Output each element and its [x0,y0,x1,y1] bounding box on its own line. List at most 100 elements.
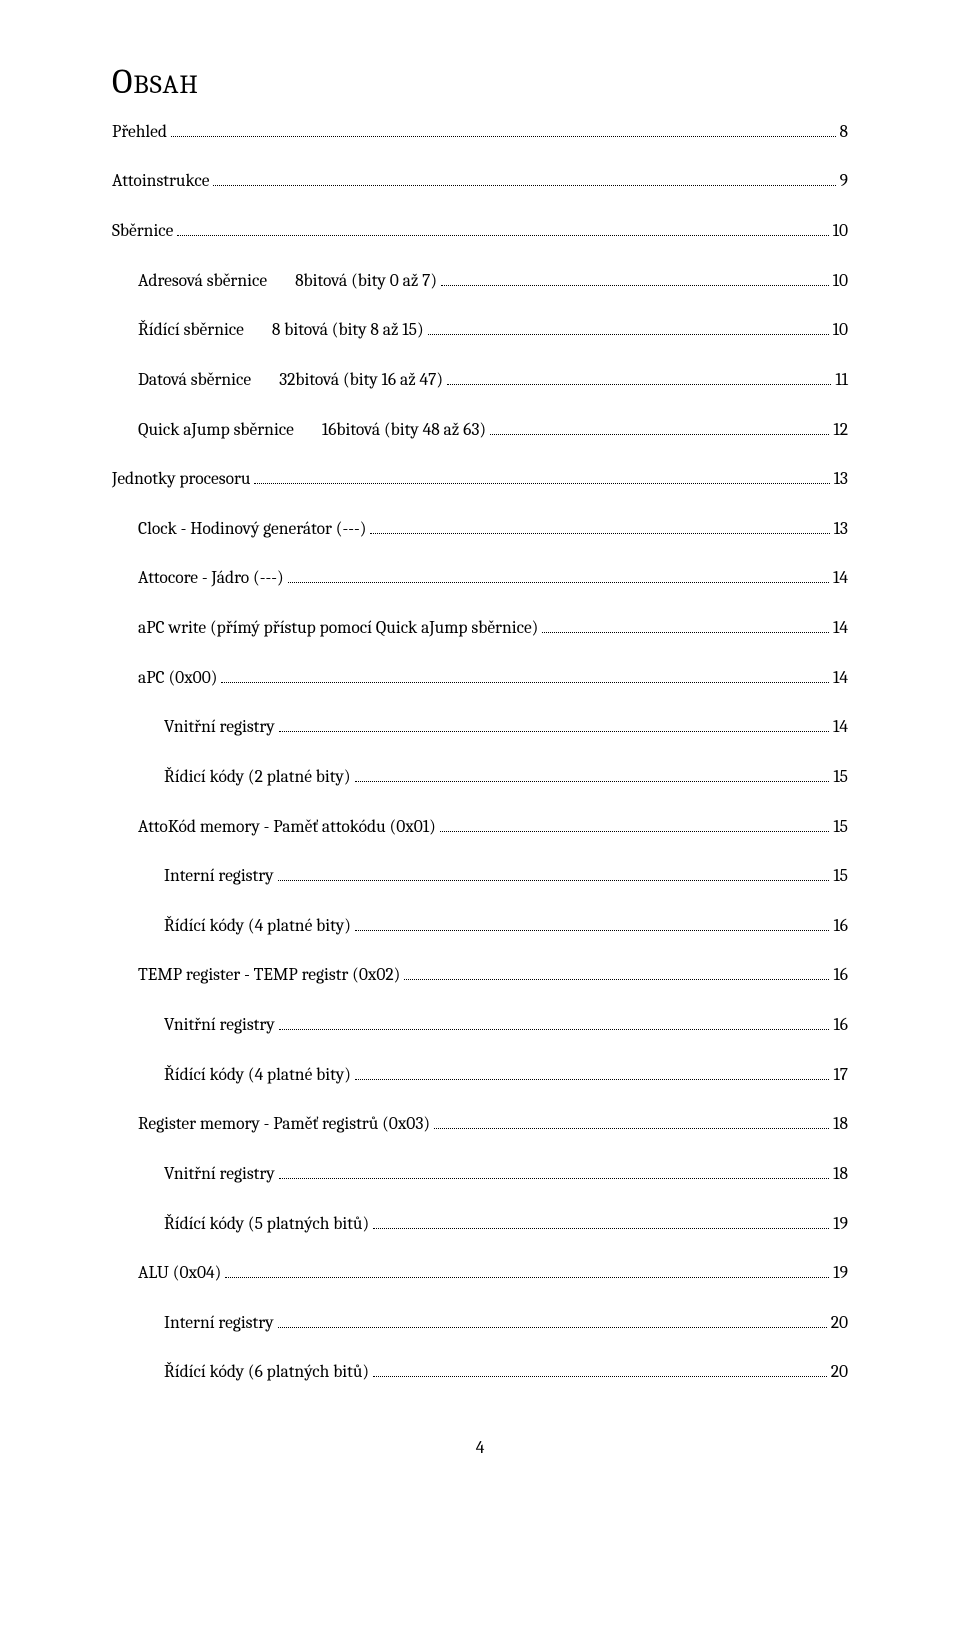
toc-page: 14 [833,668,848,690]
toc-leader [278,864,830,881]
toc-page: 8 [840,122,849,144]
toc-leader [288,567,829,584]
toc-leader [278,1311,827,1328]
toc-entry: ALU (0x04)19 [138,1261,848,1285]
toc-label: Řídící kódy (4 platné bity) [164,916,351,938]
toc-page: 10 [833,221,848,243]
toc-page: 18 [833,1164,848,1186]
toc-entry: AttoKód memory - Paměť attokódu (0x01) 15 [138,815,848,839]
toc-leader [441,269,829,286]
toc-entry: aPC write (přímý přístup pomocí Quick aJ… [138,616,848,640]
toc-label: Řídící kódy (5 platných bitů) [164,1214,369,1236]
toc-entry: Register memory - Paměť registrů (0x03) 1… [138,1113,848,1137]
toc-entry: Přehled 8 [112,120,848,144]
toc-leader [355,765,830,782]
page-number-footer: 4 [112,1438,848,1458]
toc-page: 10 [833,271,848,293]
toc-leader [373,1212,829,1229]
toc-label: ALU (0x04) [138,1263,221,1285]
toc-leader [279,1162,829,1179]
toc-leader [373,1361,827,1378]
toc-page: 14 [833,717,848,739]
toc-entry: Vnitřní registry 16 [164,1013,848,1037]
toc-leader [177,219,828,236]
toc-leader [404,964,829,981]
toc-leader [221,666,829,683]
toc-page: 10 [833,320,848,342]
page-title: OBSAH [112,62,848,102]
toc-label: Vnitřní registry [164,1164,275,1186]
toc-entry: Řídící sběrnice 8 bitová (bity 8 až 15) 10 [138,319,848,343]
toc-entry: Řídící kódy (5 platných bitů) 19 [164,1212,848,1236]
toc-leader [355,914,830,931]
toc-entry: Vnitřní registry 14 [164,716,848,740]
toc-label: Řídící kódy (4 platné bity) [164,1065,351,1087]
toc-page: 16 [833,965,848,987]
toc-label: aPC write (přímý přístup pomocí Quick aJ… [138,618,538,640]
toc-leader [279,716,829,733]
toc-entry: Attocore - Jádro (---) 14 [138,567,848,591]
toc-page: 15 [833,866,848,888]
toc-page: 14 [833,618,848,640]
toc-page: 20 [831,1362,848,1384]
toc-entry: Interní registry 20 [164,1311,848,1335]
toc-label: Attoinstrukce [112,171,209,193]
toc-leader [542,616,829,633]
toc-page: 18 [833,1114,848,1136]
toc-leader [370,517,829,534]
toc-entry: Řídicí kódy (2 platné bity) 15 [164,765,848,789]
table-of-contents: Přehled8Attoinstrukce9Sběrnice10Adresová… [112,120,848,1384]
toc-leader [225,1261,829,1278]
toc-label: Vnitřní registry [164,717,275,739]
toc-label: Clock - Hodinový generátor (---) [138,519,366,541]
toc-sublabel: 8bitová (bity 0 až 7) [295,271,437,293]
toc-label: aPC (0x00) [138,668,217,690]
toc-page: 14 [833,568,848,590]
toc-sublabel: 8 bitová (bity 8 až 15) [272,320,424,342]
toc-entry: Řídící kódy (4 platné bity) 16 [164,914,848,938]
toc-entry: Quick aJump sběrnice 16bitová (bity 48 až… [138,418,848,442]
toc-page: 13 [834,469,848,491]
toc-label: Datová sběrnice [138,370,251,392]
toc-page: 12 [833,420,848,442]
toc-entry: Jednotky procesoru 13 [112,467,848,491]
toc-label: Přehled [112,122,167,144]
toc-label: Register memory - Paměť registrů (0x03) [138,1114,430,1136]
toc-label: Jednotky procesoru [112,469,250,491]
toc-page: 20 [831,1313,848,1335]
toc-page: 16 [833,916,848,938]
toc-label: Sběrnice [112,221,173,243]
toc-leader [355,1063,830,1080]
toc-label: Interní registry [164,1313,274,1335]
toc-label: Řídící kódy (6 platných bitů) [164,1362,369,1384]
toc-entry: Datová sběrnice32bitová (bity 16 až 47)1… [138,368,848,392]
toc-entry: Adresová sběrnice8bitová (bity 0 až 7)10 [138,269,848,293]
toc-label: Interní registry [164,866,274,888]
toc-page: 15 [833,767,848,789]
toc-page: 9 [840,171,848,193]
toc-entry: Vnitřní registry 18 [164,1162,848,1186]
toc-page: 15 [833,817,848,839]
toc-sublabel: 16bitová (bity 48 až 63) [322,420,486,442]
toc-label: Quick aJump sběrnice [138,420,294,442]
toc-entry: Interní registry 15 [164,864,848,888]
toc-label: Attocore - Jádro (---) [138,568,284,590]
toc-leader [279,1013,830,1030]
toc-page: 16 [833,1015,848,1037]
toc-label: TEMP register - TEMP registr (0x02) [138,965,400,987]
toc-label: Vnitřní registry [164,1015,275,1037]
toc-page: 11 [835,370,848,392]
toc-leader [171,120,836,137]
toc-leader [440,815,830,832]
toc-entry: aPC (0x00) 14 [138,666,848,690]
toc-entry: Řídící kódy (4 platné bity) 17 [164,1063,848,1087]
toc-label: Řídicí kódy (2 platné bity) [164,767,351,789]
toc-page: 19 [833,1214,848,1236]
toc-page: 13 [834,519,848,541]
toc-leader [490,418,829,435]
toc-label: Řídící sběrnice [138,320,244,342]
toc-entry: Sběrnice 10 [112,219,848,243]
toc-label: AttoKód memory - Paměť attokódu (0x01) [138,817,436,839]
toc-leader [254,467,829,484]
toc-page: 17 [833,1065,848,1087]
